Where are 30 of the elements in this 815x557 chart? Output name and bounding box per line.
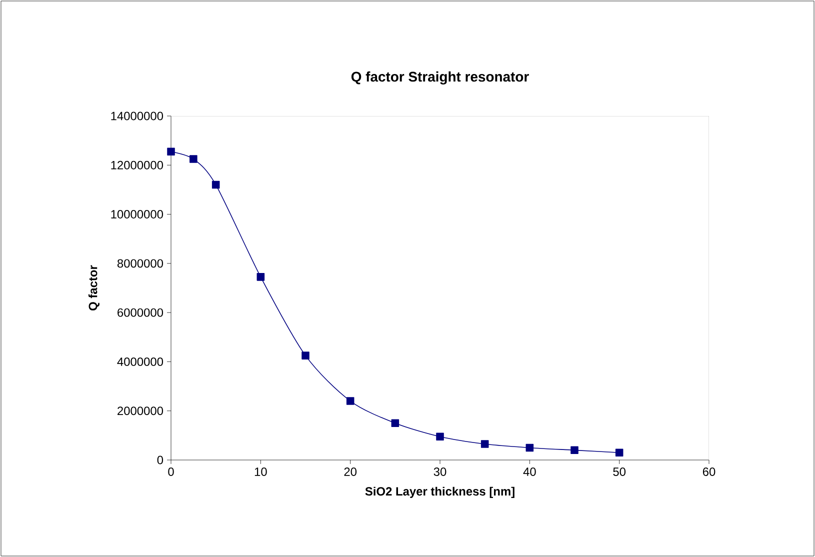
y-axis-title: Q factor xyxy=(88,265,100,310)
point xyxy=(302,352,310,360)
x-tick-label: 60 xyxy=(702,468,716,476)
point xyxy=(167,148,175,156)
y-tick-label: 2000000 xyxy=(118,406,164,416)
x-tick-label: 0 xyxy=(168,468,174,476)
chart-title: Q factor Straight resonator xyxy=(351,71,529,84)
point xyxy=(190,155,198,163)
x-axis-title: SiO2 Layer thickness [nm] xyxy=(365,486,514,498)
x-tick-label: 50 xyxy=(613,468,626,476)
x-tick-label: 30 xyxy=(434,468,446,476)
x-tick-label: 20 xyxy=(344,468,357,476)
point xyxy=(436,432,444,441)
y-tick-label: 10000000 xyxy=(111,210,164,219)
point xyxy=(526,444,534,452)
y-tick-label: 12000000 xyxy=(111,160,164,170)
x-tick-label: 40 xyxy=(523,468,536,476)
y-tick-label: 14000000 xyxy=(111,112,164,120)
y-tick-label: 0 xyxy=(157,456,164,464)
y-tick-label: 4000000 xyxy=(117,357,164,366)
y-tick-label: 6000000 xyxy=(118,308,164,317)
point xyxy=(391,419,400,428)
point xyxy=(256,273,265,281)
y-tick-label: 8000000 xyxy=(117,259,164,268)
point xyxy=(212,180,220,189)
point xyxy=(346,397,354,405)
point xyxy=(570,446,578,454)
point xyxy=(480,440,489,448)
point xyxy=(615,448,624,457)
x-tick-label: 10 xyxy=(254,468,267,476)
